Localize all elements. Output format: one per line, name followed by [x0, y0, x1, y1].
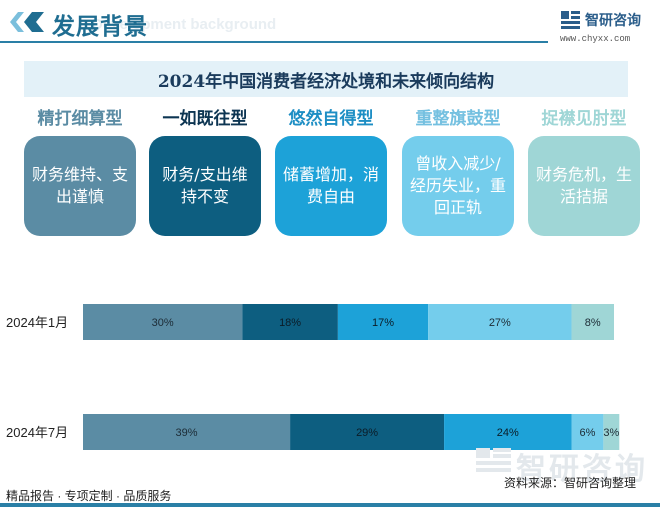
type-desc: 储蓄增加，消费自由	[282, 165, 379, 206]
type-desc: 财务危机，生活拮据	[535, 165, 632, 206]
type-label: 精打细算型	[37, 109, 123, 129]
brand-name: 智研咨询	[585, 13, 641, 29]
bar-segment	[83, 414, 291, 450]
type-card: 一如既往型 财务/支出维持不变	[142, 105, 268, 236]
data-label: 27%	[489, 317, 511, 329]
chart-banner: 2024年中国消费者经济处境和未来倾向结构	[24, 61, 628, 97]
bar-segment	[603, 414, 620, 450]
bar-segment	[571, 414, 604, 450]
category-label: 2024年1月	[6, 315, 68, 330]
bar-segment	[290, 414, 445, 450]
type-card: 精打细算型 财务维持、支出谨慎	[17, 105, 143, 236]
type-card: 悠然自得型 储蓄增加，消费自由	[268, 105, 394, 236]
double-chevron-icon	[10, 12, 44, 32]
data-label: 6%	[579, 427, 595, 439]
header-subtitle-en: Development background	[92, 16, 277, 33]
bar-segment	[571, 304, 614, 340]
data-label: 29%	[356, 427, 378, 439]
chart-svg: 2024年1月 30% 18% 17% 27% 8% 2024年7月 39% 29% 24% 6% 3…	[6, 304, 620, 450]
bar-segment	[444, 414, 572, 450]
page-title: 发展背景	[52, 14, 148, 40]
type-card: 重整旗鼓型 曾收入减少/经历失业，重回正轨	[395, 105, 521, 236]
bar-segment	[337, 304, 429, 340]
type-desc-box: 曾收入减少/经历失业，重回正轨	[402, 136, 514, 236]
banner-title: 2024年中国消费者经济处境和未来倾向结构	[157, 71, 495, 92]
type-card: 捉襟见肘型 财务危机，生活拮据	[521, 105, 647, 236]
data-label: 39%	[176, 427, 198, 439]
data-label: 24%	[497, 427, 519, 439]
watermark-logo-icon	[476, 448, 511, 472]
bar-segment	[83, 304, 243, 340]
type-desc-box: 财务/支出维持不变	[149, 136, 261, 236]
data-label: 3%	[603, 427, 619, 439]
data-label: 30%	[152, 317, 174, 329]
brand-url: www.chyxx.com	[560, 34, 631, 44]
header-divider	[0, 41, 548, 43]
brand-logo-icon	[561, 11, 580, 29]
type-label: 重整旗鼓型	[415, 109, 501, 129]
type-desc-box: 财务维持、支出谨慎	[24, 136, 136, 236]
type-desc-box: 财务危机，生活拮据	[528, 136, 640, 236]
category-label: 2024年7月	[6, 425, 68, 440]
data-label: 17%	[372, 317, 394, 329]
bar-segment	[242, 304, 338, 340]
type-label: 捉襟见肘型	[541, 109, 627, 129]
data-source: 资料来源：智研咨询整理	[504, 476, 637, 490]
type-desc: 曾收入减少/经历失业，重回正轨	[409, 154, 506, 217]
header: Development background 发展背景 智研咨询 www.chy…	[0, 0, 660, 48]
data-label: 8%	[585, 317, 601, 329]
type-desc: 财务/支出维持不变	[162, 165, 248, 206]
type-label: 一如既往型	[162, 109, 248, 129]
data-label: 18%	[279, 317, 301, 329]
footer-watermark: 智研咨询	[516, 452, 648, 487]
footer-tagline: 精品报告 · 专项定制 · 品质服务	[6, 489, 172, 503]
footer-bar	[0, 503, 660, 507]
stacked-bar-chart: 2024年1月 30% 18% 17% 27% 8% 2024年7月 39% 29% 24% 6% 3…	[0, 250, 660, 470]
type-desc: 财务维持、支出谨慎	[31, 165, 128, 206]
type-desc-box: 储蓄增加，消费自由	[275, 136, 387, 236]
type-label: 悠然自得型	[288, 109, 374, 129]
bar-segment	[428, 304, 572, 340]
